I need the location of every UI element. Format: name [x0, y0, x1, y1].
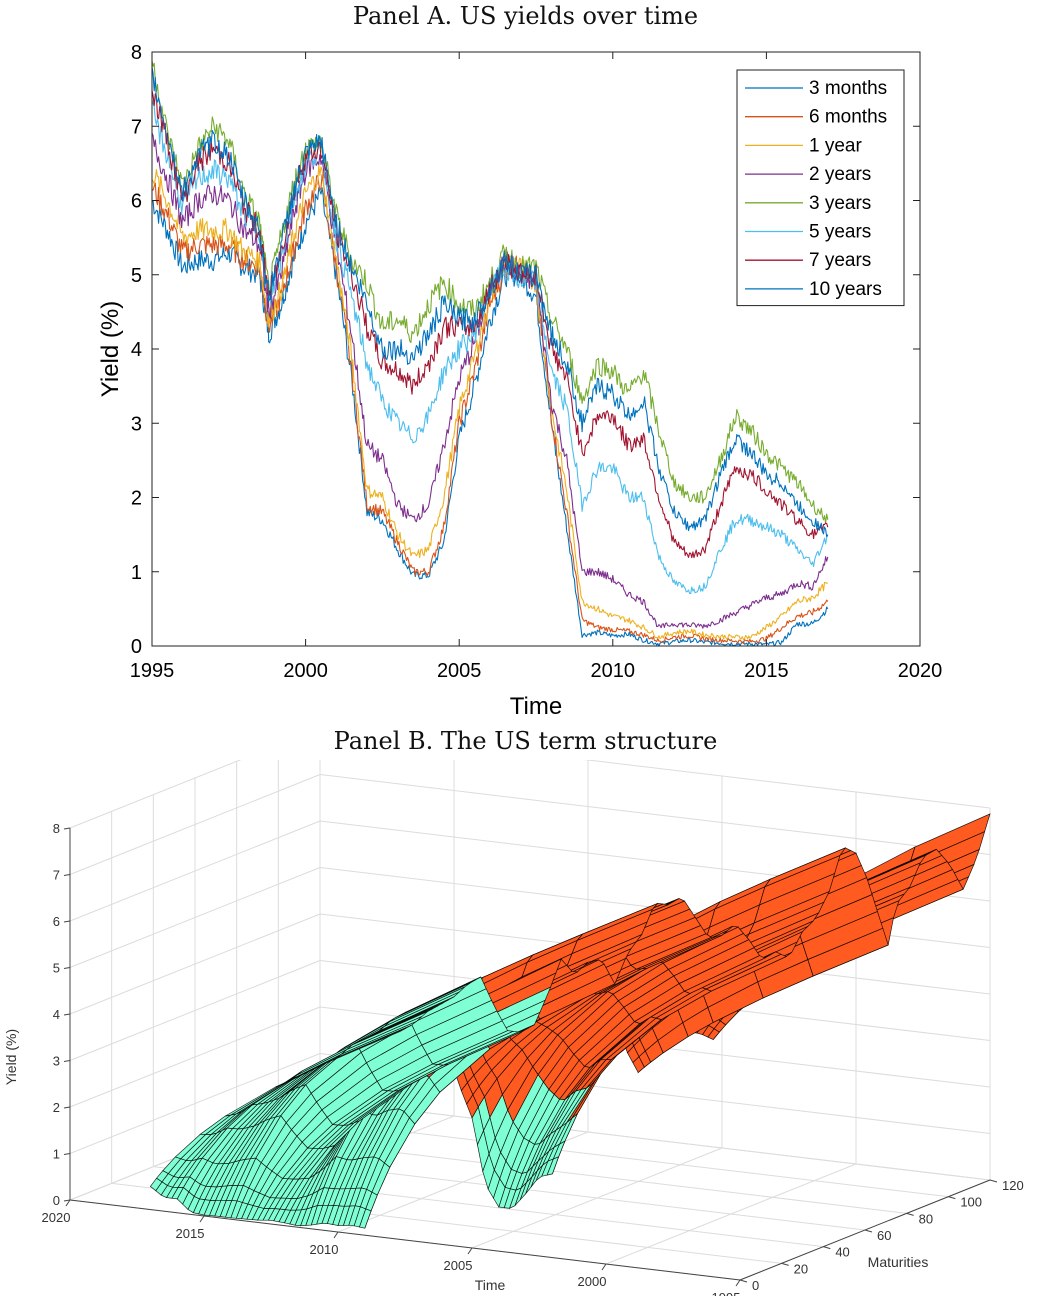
legend-label-2: 1 year — [809, 135, 862, 156]
legend-box — [736, 69, 905, 307]
x-tick-label: 2020 — [898, 660, 943, 682]
yield-tick-label: 8 — [53, 821, 60, 836]
y-tick-label: 4 — [131, 339, 142, 361]
maturity-tick — [739, 1279, 748, 1283]
maturity-tick — [823, 1246, 831, 1250]
panel-b-3d-surface: 0 1 2 3 4 5 6 7 8 2020 2015 2010 2005 2000 1995 0 20 40 60… — [3, 760, 1024, 1296]
time-tick — [467, 1247, 473, 1255]
y-tick-label: 0 — [131, 636, 142, 658]
time-axis — [69, 1199, 741, 1281]
y-tick-label: 8 — [131, 42, 142, 64]
legend-label-5: 5 years — [809, 222, 871, 243]
legend: 3 months 6 months 1 year 2 years 3 years 5 ye… — [736, 69, 905, 307]
maturity-tick-label: 100 — [960, 1195, 982, 1210]
series-line-1 — [151, 174, 829, 645]
time-tick-label: 2010 — [310, 1242, 339, 1257]
yield-tick — [63, 1199, 71, 1202]
yield-tick-label: 7 — [53, 868, 60, 883]
yield-tick — [63, 1106, 71, 1109]
x-tick-label: 2010 — [591, 660, 636, 682]
yield-tick-label: 3 — [53, 1054, 60, 1069]
x-tick-label: 2015 — [744, 660, 789, 682]
yield-axis-label: Yield (%) — [3, 1029, 19, 1085]
maturity-tick — [906, 1212, 914, 1216]
maturity-tick — [781, 1262, 789, 1266]
time-axis-label: Time — [475, 1277, 506, 1293]
maturity-tick-label: 20 — [794, 1261, 808, 1276]
maturity-tick — [864, 1229, 873, 1233]
y-tick-label: 3 — [131, 413, 142, 435]
x-tick-label: 2005 — [437, 660, 482, 682]
time-tick-label: 2000 — [578, 1274, 607, 1289]
yield-tick-label: 6 — [53, 914, 60, 929]
x-tick-label: 1995 — [130, 660, 175, 682]
yield-tick — [63, 1013, 71, 1016]
yield-tick-label: 5 — [53, 961, 60, 976]
yield-tick-label: 0 — [53, 1193, 60, 1208]
yield-tick-label: 1 — [53, 1147, 60, 1162]
yield-tick-label: 4 — [53, 1007, 60, 1022]
y-tick-label: 7 — [131, 116, 142, 138]
yield-tick — [63, 1060, 71, 1062]
y-axis-label: Yield (%) — [97, 301, 124, 397]
legend-label-4: 3 years — [809, 193, 871, 214]
time-tick-label: 1995 — [712, 1290, 741, 1296]
time-tick — [333, 1231, 339, 1239]
time-tick — [735, 1279, 741, 1287]
legend-label-0: 3 months — [809, 78, 887, 99]
series-line-5 — [151, 99, 829, 595]
surface-patch — [325, 1027, 406, 1064]
maturity-tick-label: 40 — [835, 1245, 849, 1260]
series-line-6 — [151, 90, 829, 559]
yield-tick — [63, 967, 71, 969]
panel-a-title: Panel A. US yields over time — [352, 2, 699, 30]
surface — [149, 813, 991, 1229]
series-line-0 — [151, 187, 829, 647]
maturity-tick — [989, 1179, 998, 1183]
grid-line — [583, 760, 991, 809]
legend-label-3: 2 years — [809, 164, 871, 185]
series-line-2 — [151, 164, 828, 641]
y-tick-label: 5 — [131, 265, 142, 287]
time-tick — [601, 1263, 607, 1271]
yield-tick — [63, 920, 71, 923]
x-tick-label: 2000 — [283, 660, 328, 682]
legend-label-1: 6 months — [809, 107, 887, 128]
grid-line — [319, 774, 991, 855]
yield-tick-label: 2 — [53, 1100, 60, 1115]
y-tick-label: 2 — [131, 488, 142, 510]
series-line-7 — [151, 67, 829, 538]
yield-tick — [63, 874, 71, 876]
legend-label-7: 10 years — [809, 279, 882, 300]
maturity-tick-label: 80 — [919, 1211, 933, 1226]
maturity-tick-label: 120 — [1002, 1178, 1024, 1193]
time-tick-label: 2005 — [444, 1258, 473, 1273]
panel-b-title: Panel B. The US term structure — [333, 727, 718, 755]
series-line-3 — [151, 132, 829, 629]
time-tick — [199, 1215, 205, 1223]
time-tick-label: 2015 — [176, 1226, 205, 1241]
time-tick-label: 2020 — [42, 1210, 71, 1225]
y-tick-label: 1 — [131, 562, 142, 584]
legend-label-6: 7 years — [809, 250, 871, 271]
grid-line — [319, 1099, 991, 1181]
yield-tick — [63, 1153, 71, 1155]
x-axis-label: Time — [510, 693, 562, 720]
panel-a-line-chart: 1995 2000 2005 2010 2015 2020 0 1 2 3 4 5 6 7 8 Time Yie… — [97, 42, 943, 720]
time-tick — [65, 1199, 71, 1207]
yield-tick — [63, 827, 71, 830]
y-tick-label: 6 — [131, 191, 142, 213]
maturity-tick-label: 0 — [752, 1278, 759, 1293]
maturity-tick — [948, 1196, 956, 1200]
maturity-axis-label: Maturities — [868, 1254, 929, 1270]
maturity-tick-label: 60 — [877, 1228, 891, 1243]
